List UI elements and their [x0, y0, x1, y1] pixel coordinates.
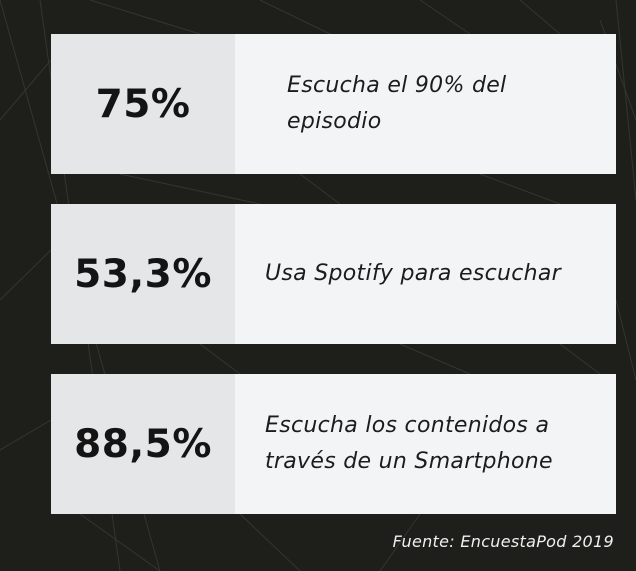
stat-value: 75%: [95, 81, 191, 127]
stat-description: Escucha los contenidos a través de un Sm…: [265, 413, 553, 474]
stat-card-2: 53,3% Usa Spotify para escuchar: [51, 204, 616, 344]
description-panel: Escucha los contenidos a través de un Sm…: [235, 374, 616, 514]
stat-panel: 53,3%: [51, 204, 235, 344]
stat-description: Usa Spotify para escuchar: [265, 261, 561, 286]
stat-value: 88,5%: [74, 421, 212, 467]
stat-panel: 75%: [51, 34, 235, 174]
stat-panel: 88,5%: [51, 374, 235, 514]
source-caption: Fuente: EncuestaPod 2019: [392, 532, 614, 551]
stat-card-3: 88,5% Escucha los contenidos a través de…: [51, 374, 616, 514]
stat-card-1: 75% Escucha el 90% del episodio: [51, 34, 616, 174]
stat-description: Escucha el 90% del episodio: [287, 73, 507, 134]
description-panel: Usa Spotify para escuchar: [235, 204, 616, 344]
stat-value: 53,3%: [74, 251, 212, 297]
description-panel: Escucha el 90% del episodio: [235, 34, 616, 174]
